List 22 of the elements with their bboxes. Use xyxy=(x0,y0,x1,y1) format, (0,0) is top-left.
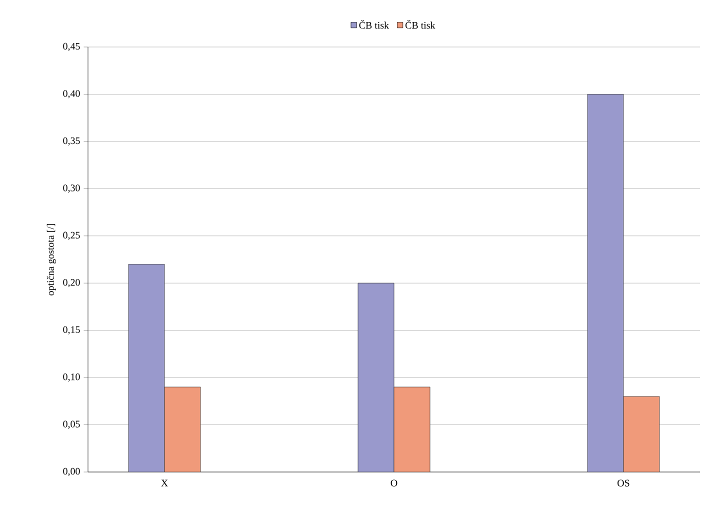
y-tick-label: 0,05 xyxy=(63,420,80,429)
y-tick-label: 0,40 xyxy=(63,90,80,98)
bar xyxy=(587,94,624,472)
bar xyxy=(358,282,394,472)
bar xyxy=(623,396,660,472)
y-tick-label: 0,20 xyxy=(63,279,80,288)
y-tick-label: 0,00 xyxy=(63,468,80,476)
legend-label: ČB tisk xyxy=(405,20,436,29)
y-tick-label: 0,25 xyxy=(63,232,80,240)
y-axis-title: optična gostota [/] xyxy=(46,224,56,296)
y-tick-label: 0,45 xyxy=(63,42,80,52)
y-tick-label: 0,30 xyxy=(63,184,80,193)
bar xyxy=(164,386,201,472)
bar xyxy=(394,386,430,472)
bar xyxy=(128,264,165,472)
y-tick-label: 0,10 xyxy=(63,373,80,382)
x-tick-label: OS xyxy=(618,480,630,486)
y-tick-label: 0,15 xyxy=(63,326,80,334)
x-tick-label: X xyxy=(161,480,168,486)
x-tick-label: O xyxy=(390,480,398,486)
legend-label: ČB tisk xyxy=(359,20,390,29)
y-tick-label: 0,35 xyxy=(63,137,80,146)
